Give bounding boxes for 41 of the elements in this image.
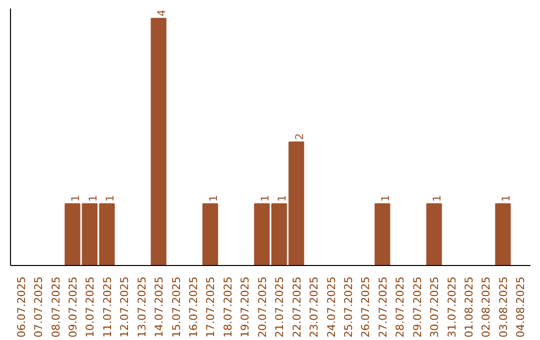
x-tick-label: 07.07.2025 bbox=[32, 276, 46, 338]
data-label: 1 bbox=[206, 194, 220, 202]
x-tick-label: 12.07.2025 bbox=[118, 276, 132, 338]
x-tick-label: 30.07.2025 bbox=[428, 276, 442, 338]
x-tick-label: 16.07.2025 bbox=[187, 276, 200, 338]
x-tick-label: 08.07.2025 bbox=[49, 276, 62, 338]
x-tick-label: 19.07.2025 bbox=[238, 276, 252, 338]
x-tick-label: 29.07.2025 bbox=[410, 276, 424, 338]
x-tick-label: 23.07.2025 bbox=[308, 276, 321, 338]
x-tick-label: 15.07.2025 bbox=[170, 276, 183, 338]
x-tick-label: 04.08.2025 bbox=[514, 276, 528, 338]
x-tick-label: 26.07.2025 bbox=[359, 276, 372, 338]
data-label: 2 bbox=[292, 133, 306, 140]
data-label: 1 bbox=[430, 194, 444, 202]
data-label: 4 bbox=[155, 9, 168, 16]
x-tick-label: 27.07.2025 bbox=[376, 276, 390, 338]
data-label: 1 bbox=[500, 194, 513, 202]
x-tick-label: 22.07.2025 bbox=[290, 276, 304, 338]
x-tick-label: 13.07.2025 bbox=[135, 276, 148, 338]
x-tick-label: 20.07.2025 bbox=[256, 276, 269, 338]
x-tick-label: 28.07.2025 bbox=[394, 276, 407, 338]
data-label: 1 bbox=[258, 194, 272, 202]
x-tick-label: 18.07.2025 bbox=[221, 276, 234, 338]
x-tick-label: 21.07.2025 bbox=[273, 276, 286, 338]
data-label: 1 bbox=[69, 194, 82, 202]
x-tick-label: 11.07.2025 bbox=[100, 276, 114, 338]
data-label: 1 bbox=[379, 194, 392, 202]
x-tick-label: 09.07.2025 bbox=[66, 276, 80, 338]
x-tick-label: 31.07.2025 bbox=[445, 276, 458, 338]
data-label: 1 bbox=[276, 194, 289, 202]
x-tick-label: 24.07.2025 bbox=[324, 276, 338, 338]
x-tick-label: 06.07.2025 bbox=[14, 276, 28, 338]
x-tick-label: 02.08.2025 bbox=[480, 276, 493, 338]
data-label: 1 bbox=[104, 194, 117, 202]
x-tick-label: 25.07.2025 bbox=[342, 276, 355, 338]
x-tick-label: 01.08.2025 bbox=[462, 276, 476, 338]
x-tick-label: 17.07.2025 bbox=[204, 276, 218, 338]
x-tick-label: 10.07.2025 bbox=[84, 276, 97, 338]
data-label: 1 bbox=[86, 194, 100, 202]
x-tick-label: 14.07.2025 bbox=[152, 276, 166, 338]
x-tick-label: 03.08.2025 bbox=[496, 276, 510, 338]
